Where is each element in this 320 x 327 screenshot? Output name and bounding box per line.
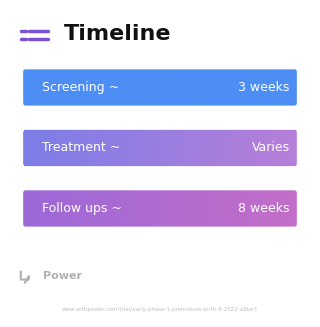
FancyBboxPatch shape: [18, 185, 302, 232]
Text: Follow ups ~: Follow ups ~: [42, 202, 122, 215]
Text: 3 weeks: 3 weeks: [238, 81, 290, 94]
Text: www.withpower.com/trial/early-phase-1-premature-birth-8-2022-a8be3: www.withpower.com/trial/early-phase-1-pr…: [62, 306, 258, 312]
Text: 8 weeks: 8 weeks: [238, 202, 290, 215]
Text: Varies: Varies: [252, 142, 290, 154]
FancyBboxPatch shape: [18, 124, 302, 172]
FancyBboxPatch shape: [18, 185, 302, 232]
Text: Timeline: Timeline: [64, 24, 172, 44]
Text: Screening ~: Screening ~: [42, 81, 119, 94]
Text: Power: Power: [43, 271, 82, 281]
FancyBboxPatch shape: [18, 64, 302, 111]
FancyBboxPatch shape: [18, 124, 302, 172]
FancyBboxPatch shape: [18, 64, 302, 111]
Text: Treatment ~: Treatment ~: [42, 142, 120, 154]
